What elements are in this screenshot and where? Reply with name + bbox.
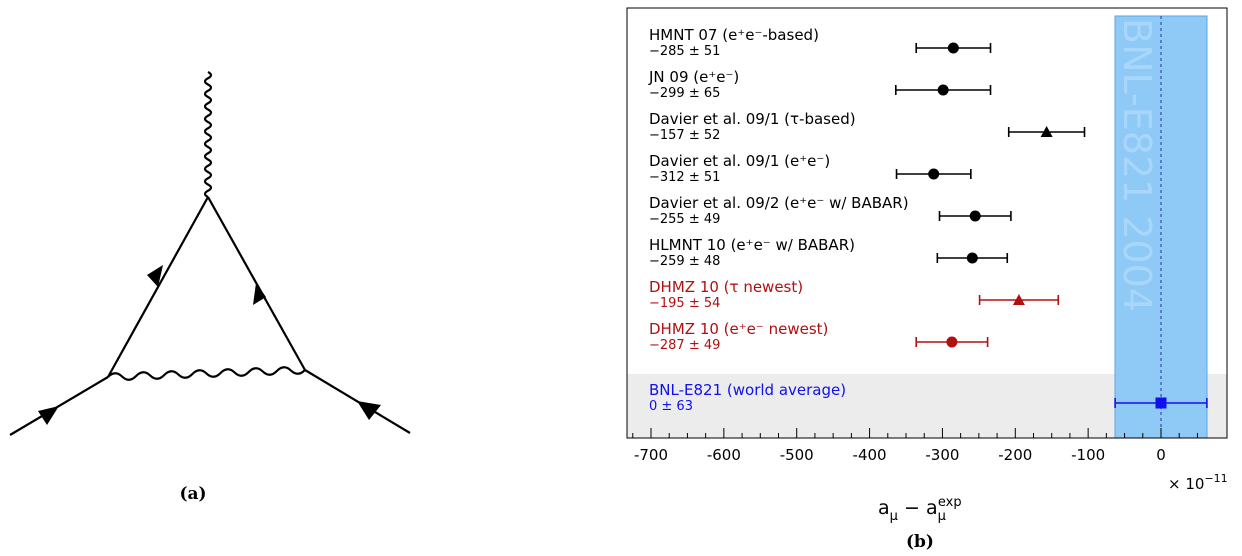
- feynman-diagram: (a): [9, 71, 411, 504]
- entry-label: Davier et al. 09/1 (e⁺e⁻): [649, 152, 830, 170]
- entry-label: JN 09 (e⁺e⁻): [648, 68, 739, 86]
- internal-photon-line: [107, 366, 306, 381]
- x-axis: -700 -600 -500 -400 -300 -200 -100 0: [632, 428, 1198, 464]
- entry-label: DHMZ 10 (τ newest): [649, 278, 803, 296]
- axis-multiplier: × 10−11: [1168, 472, 1228, 493]
- data-point: [946, 336, 958, 348]
- arrow-left-icon: [147, 265, 163, 287]
- entry-label: HLMNT 10 (e⁺e⁻ w/ BABAR): [649, 236, 855, 254]
- caption-b: (b): [906, 532, 934, 552]
- x-tick-label: -500: [780, 446, 814, 464]
- x-tick-label: -400: [853, 446, 887, 464]
- x-tick-label: -300: [925, 446, 959, 464]
- entry-value: −157 ± 52: [649, 128, 720, 143]
- entry-value: −287 ± 49: [649, 338, 720, 353]
- entry-label: DHMZ 10 (e⁺e⁻ newest): [649, 320, 828, 338]
- arrow-outgoing-icon: [357, 401, 381, 420]
- entry: Davier et al. 09/1 (e⁺e⁻)−312 ± 51: [649, 152, 972, 185]
- entries-layer: HMNT 07 (e⁺e⁻-based)−285 ± 51 JN 09 (e⁺e⁻…: [648, 26, 1208, 414]
- arrow-right-icon: [253, 283, 266, 305]
- entry-value: −255 ± 49: [649, 212, 720, 227]
- entry: HLMNT 10 (e⁺e⁻ w/ BABAR)−259 ± 48: [649, 236, 1009, 269]
- entry: DHMZ 10 (e⁺e⁻ newest)−287 ± 49: [649, 320, 989, 353]
- x-tick-label: -700: [634, 446, 668, 464]
- entry: Davier et al. 09/1 (τ-based)−157 ± 52: [649, 110, 1086, 143]
- axis-multiplier-base: × 10: [1168, 475, 1204, 493]
- x-axis-label-text: aμ − aμexp: [878, 495, 962, 524]
- data-point: [1040, 126, 1053, 137]
- entry-label: Davier et al. 09/1 (τ-based): [649, 110, 856, 128]
- caption-a: (a): [179, 484, 206, 504]
- band-label: BNL-E821 2004: [1115, 18, 1159, 312]
- data-point: [928, 168, 940, 180]
- entry-value: 0 ± 63: [649, 399, 693, 414]
- entry-label: Davier et al. 09/2 (e⁺e⁻ w/ BABAR): [649, 194, 909, 212]
- entry-label: BNL-E821 (world average): [649, 381, 846, 399]
- entry: HMNT 07 (e⁺e⁻-based)−285 ± 51: [649, 26, 992, 59]
- data-point: [1155, 397, 1167, 409]
- entry: BNL-E821 (world average)0 ± 63: [649, 381, 1208, 414]
- axis-multiplier-exponent: −11: [1204, 472, 1227, 485]
- plot-frame: [626, 7, 1228, 439]
- entry-label: HMNT 07 (e⁺e⁻-based): [649, 26, 819, 44]
- entry: DHMZ 10 (τ newest)−195 ± 54: [649, 278, 1060, 311]
- x-tick-label: -200: [998, 446, 1032, 464]
- arrow-incoming-icon: [38, 406, 59, 425]
- x-tick-label: 0: [1156, 446, 1166, 464]
- entry-value: −285 ± 51: [649, 44, 720, 59]
- data-point: [966, 252, 978, 264]
- data-point: [947, 42, 959, 54]
- entry-value: −299 ± 65: [649, 86, 720, 101]
- entry-value: −312 ± 51: [649, 170, 720, 185]
- entry-value: −259 ± 48: [649, 254, 720, 269]
- entry: Davier et al. 09/2 (e⁺e⁻ w/ BABAR)−255 ±…: [649, 194, 1012, 227]
- entry-value: −195 ± 54: [649, 296, 720, 311]
- fermion-line-right: [207, 196, 306, 371]
- comparison-chart: BNL-E821 2004 HMNT 07 (e⁺e⁻-based)−285 ±…: [626, 7, 1228, 552]
- entry: JN 09 (e⁺e⁻)−299 ± 65: [648, 68, 992, 101]
- x-tick-label: -600: [707, 446, 741, 464]
- data-point: [969, 210, 981, 222]
- external-photon-line: [203, 71, 213, 198]
- data-point: [937, 84, 949, 96]
- data-point: [1012, 294, 1025, 305]
- x-tick-label: -100: [1071, 446, 1105, 464]
- x-axis-label: aμ − aμexp: [878, 495, 962, 524]
